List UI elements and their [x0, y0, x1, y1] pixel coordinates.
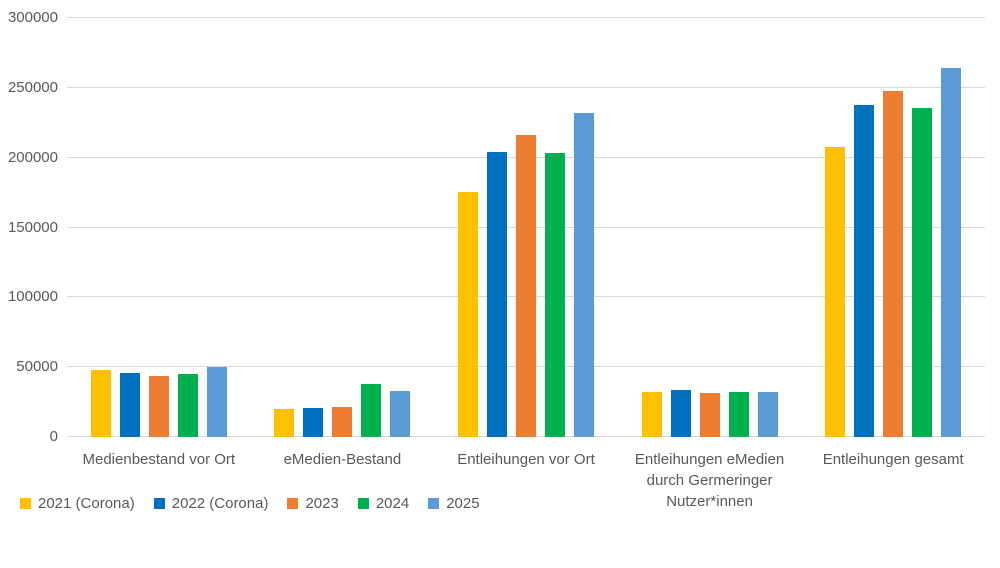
legend-item-2021Corona: 2021 (Corona): [20, 495, 135, 512]
bar-group-4: [618, 18, 802, 437]
chart-legend: 2021 (Corona) 2022 (Corona) 2023 2024 2025: [20, 495, 480, 512]
legend-swatch-icon: [357, 498, 369, 509]
bar-groups: [67, 18, 985, 437]
legend-swatch-icon: [287, 498, 299, 509]
x-category-label-line: durch Germeringer: [646, 472, 773, 489]
legend-label: 2023: [305, 495, 339, 512]
bar-2023-group5: [883, 91, 904, 437]
bar-2022Corona-group1: [119, 372, 140, 437]
legend-label: 2025: [446, 495, 480, 512]
bar-2021Corona-group3: [457, 191, 478, 437]
y-tick-label-300000: 300000: [7, 9, 58, 26]
bar-2022Corona-group5: [854, 104, 875, 437]
legend-item-2024: 2024: [357, 495, 410, 512]
bar-group-1: [67, 18, 251, 437]
bar-2023-group1: [148, 376, 169, 437]
y-tick-label-100000: 100000: [7, 288, 58, 306]
plot-area: [67, 17, 985, 437]
bar-2021Corona-group5: [825, 147, 846, 437]
x-axis-category-labels: Medienbestand vor Ort eMedien-Bestand Entl…: [67, 449, 985, 512]
legend-item-2022Corona: 2022 (Corona): [153, 495, 269, 512]
x-category-label-3: Entleihungen vor Ort: [434, 449, 618, 512]
bar-2025-group5: [941, 67, 962, 437]
bar-2021Corona-group1: [90, 369, 111, 437]
x-category-label-4: Entleihungen eMedien durch Germeringer Nut…: [618, 449, 802, 512]
x-category-label-line: Medienbestand vor Ort: [82, 451, 236, 468]
bar-2024-group5: [912, 108, 933, 437]
bar-2021Corona-group2: [274, 409, 295, 437]
x-category-label-line: Entleihungen eMedien: [634, 451, 785, 468]
bar-2022Corona-group3: [486, 152, 507, 437]
gridline-300000: [67, 17, 985, 18]
bar-group-5: [801, 18, 985, 437]
y-tick-label-150000: 150000: [7, 218, 58, 236]
legend-swatch-icon: [428, 498, 440, 509]
y-tick-label-0: 0: [49, 428, 58, 445]
bar-2025-group2: [390, 390, 411, 437]
bar-2024-group1: [177, 374, 198, 437]
legend-item-2023: 2023: [287, 495, 339, 512]
x-category-label-line: Entleihungen gesamt: [822, 451, 964, 468]
bar-2022Corona-group4: [670, 389, 691, 437]
bar-2023-group3: [515, 135, 536, 437]
legend-label: 2021 (Corona): [38, 495, 135, 512]
bar-group-2: [251, 18, 435, 437]
bar-2023-group2: [332, 406, 353, 437]
x-category-label-line: Nutzer*innen: [666, 493, 753, 510]
bar-2021Corona-group4: [641, 392, 662, 437]
x-category-label-line: eMedien-Bestand: [283, 451, 402, 468]
bar-2023-group4: [699, 393, 720, 437]
legend-swatch-icon: [153, 498, 165, 509]
bar-2024-group4: [728, 391, 749, 437]
x-category-label-5: Entleihungen gesamt: [801, 449, 985, 512]
bar-2025-group1: [206, 367, 227, 437]
legend-label: 2022 (Corona): [171, 495, 269, 512]
y-tick-label-50000: 50000: [16, 358, 58, 376]
bar-2024-group2: [361, 383, 382, 437]
y-tick-label-200000: 200000: [7, 148, 58, 166]
bar-group-3: [434, 18, 618, 437]
y-tick-label-250000: 250000: [7, 78, 58, 96]
bar-2025-group4: [757, 391, 778, 437]
x-category-label-1: Medienbestand vor Ort: [67, 449, 251, 512]
bar-2025-group3: [573, 112, 594, 437]
x-category-label-2: eMedien-Bestand: [251, 449, 435, 512]
x-category-label-line: Entleihungen vor Ort: [457, 451, 595, 468]
y-axis-tick-labels: 0 50000 100000 150000 200000 250000 300000: [0, 9, 58, 445]
bar-2022Corona-group2: [303, 407, 324, 437]
bar-2024-group3: [544, 153, 565, 437]
legend-item-2025: 2025: [428, 495, 480, 512]
legend-label: 2024: [375, 495, 410, 512]
legend-swatch-icon: [20, 498, 31, 509]
gridline-250000: [67, 86, 985, 88]
